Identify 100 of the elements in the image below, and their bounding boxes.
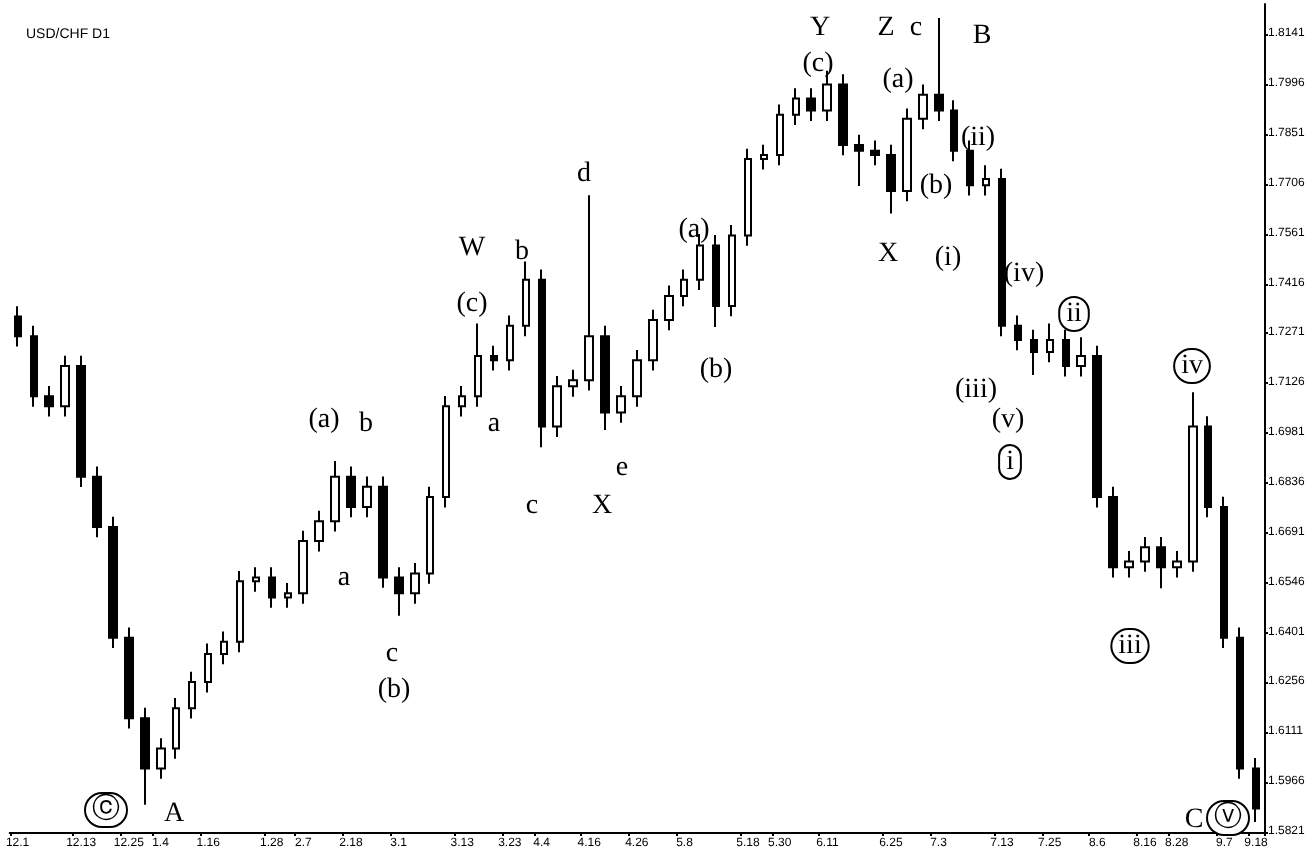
annotation: iv	[1181, 351, 1203, 381]
annotation: b	[515, 237, 529, 267]
annotation: (ii)	[960, 123, 996, 153]
annotation: ⓥ	[1214, 801, 1242, 833]
candlestick	[1014, 314, 1022, 352]
candlestick	[918, 83, 928, 131]
candlestick	[76, 354, 86, 489]
candlestick	[220, 630, 228, 666]
annotation: iii	[1118, 631, 1142, 661]
candlestick	[982, 164, 990, 197]
annotation: i	[1006, 447, 1015, 477]
candlestick	[838, 73, 848, 157]
candlestick	[1140, 535, 1150, 573]
candlestick	[124, 626, 134, 730]
candlestick	[1236, 626, 1244, 780]
candlestick	[1188, 391, 1198, 573]
annotation: c	[385, 639, 399, 669]
annotation: a	[337, 563, 352, 593]
candlestick	[378, 475, 388, 589]
candlestick	[458, 385, 466, 418]
candlestick	[632, 348, 642, 408]
candlestick	[538, 268, 546, 449]
candlestick	[712, 234, 720, 328]
candlestick	[680, 268, 688, 308]
candlestick	[870, 139, 880, 167]
candlestick	[584, 194, 594, 392]
candlestick	[1204, 415, 1212, 519]
annotation: a	[487, 409, 502, 439]
annotation: A	[163, 799, 186, 829]
annotation: (b)	[699, 355, 733, 385]
candlestick	[362, 475, 372, 519]
candlestick	[172, 696, 180, 760]
candlestick	[1030, 328, 1038, 377]
candlestick	[30, 324, 38, 408]
annotation: W	[458, 233, 487, 263]
candlestick	[268, 566, 276, 609]
annotation: e	[615, 453, 629, 483]
annotation: (a)	[678, 215, 711, 245]
annotation: X	[591, 491, 613, 521]
annotation: (c)	[456, 289, 489, 319]
annotation: B	[972, 21, 992, 51]
annotation: Z	[877, 13, 895, 43]
candlestick	[410, 562, 420, 605]
candlestick	[950, 99, 958, 163]
candlestick	[1076, 336, 1086, 378]
annotation: X	[877, 239, 899, 269]
candlestick	[522, 260, 530, 338]
annotation: (a)	[308, 405, 341, 435]
candlestick	[44, 385, 54, 418]
candlestick	[298, 529, 308, 605]
annotation: c	[909, 13, 923, 43]
candlestick	[426, 485, 434, 585]
candlestick	[188, 670, 196, 720]
candlestick	[806, 87, 816, 122]
annotation: ⓒ	[92, 793, 120, 825]
annotation: (b)	[377, 675, 411, 705]
candlestick	[648, 308, 658, 372]
candlestick	[854, 133, 864, 187]
candlestick	[330, 459, 340, 533]
candlestick	[60, 354, 70, 418]
annotation: c	[525, 491, 539, 521]
candlestick	[1046, 322, 1054, 364]
candlestick	[886, 143, 896, 215]
candlestick	[1156, 535, 1166, 590]
annotation: (iv)	[1003, 259, 1045, 289]
candlestick	[506, 314, 514, 372]
candlestick	[284, 582, 292, 609]
candlestick	[776, 103, 784, 167]
candlestick	[346, 465, 356, 519]
candlestick	[998, 167, 1006, 338]
candlestick	[600, 324, 610, 432]
candlestick	[442, 394, 450, 509]
annotation: d	[577, 159, 591, 189]
annotation: ii	[1066, 299, 1082, 329]
candlestick	[108, 515, 118, 650]
candlestick	[1092, 344, 1102, 509]
annotation: C	[1184, 805, 1204, 835]
candlestick	[394, 566, 404, 617]
candlestick	[934, 17, 944, 122]
candlestick	[14, 305, 22, 348]
candlestick	[568, 368, 578, 398]
candlestick	[616, 385, 626, 424]
candlestick	[314, 509, 324, 553]
annotation: (b)	[919, 171, 953, 201]
candlestick	[156, 737, 166, 780]
candlestick	[140, 706, 150, 806]
candlestick	[1220, 495, 1228, 650]
candlestick	[92, 465, 102, 539]
annotation: (v)	[991, 405, 1025, 435]
annotation: (c)	[802, 49, 835, 79]
annotation: (iii)	[955, 375, 998, 405]
annotation: Y	[809, 13, 831, 43]
candlestick	[744, 147, 752, 247]
candlestick	[552, 375, 562, 438]
candlestick	[1172, 550, 1182, 579]
candlestick	[760, 143, 768, 171]
candlestick	[204, 642, 212, 694]
candlestick	[1124, 550, 1134, 579]
candlestick	[1252, 757, 1260, 824]
candlestick	[490, 344, 498, 372]
